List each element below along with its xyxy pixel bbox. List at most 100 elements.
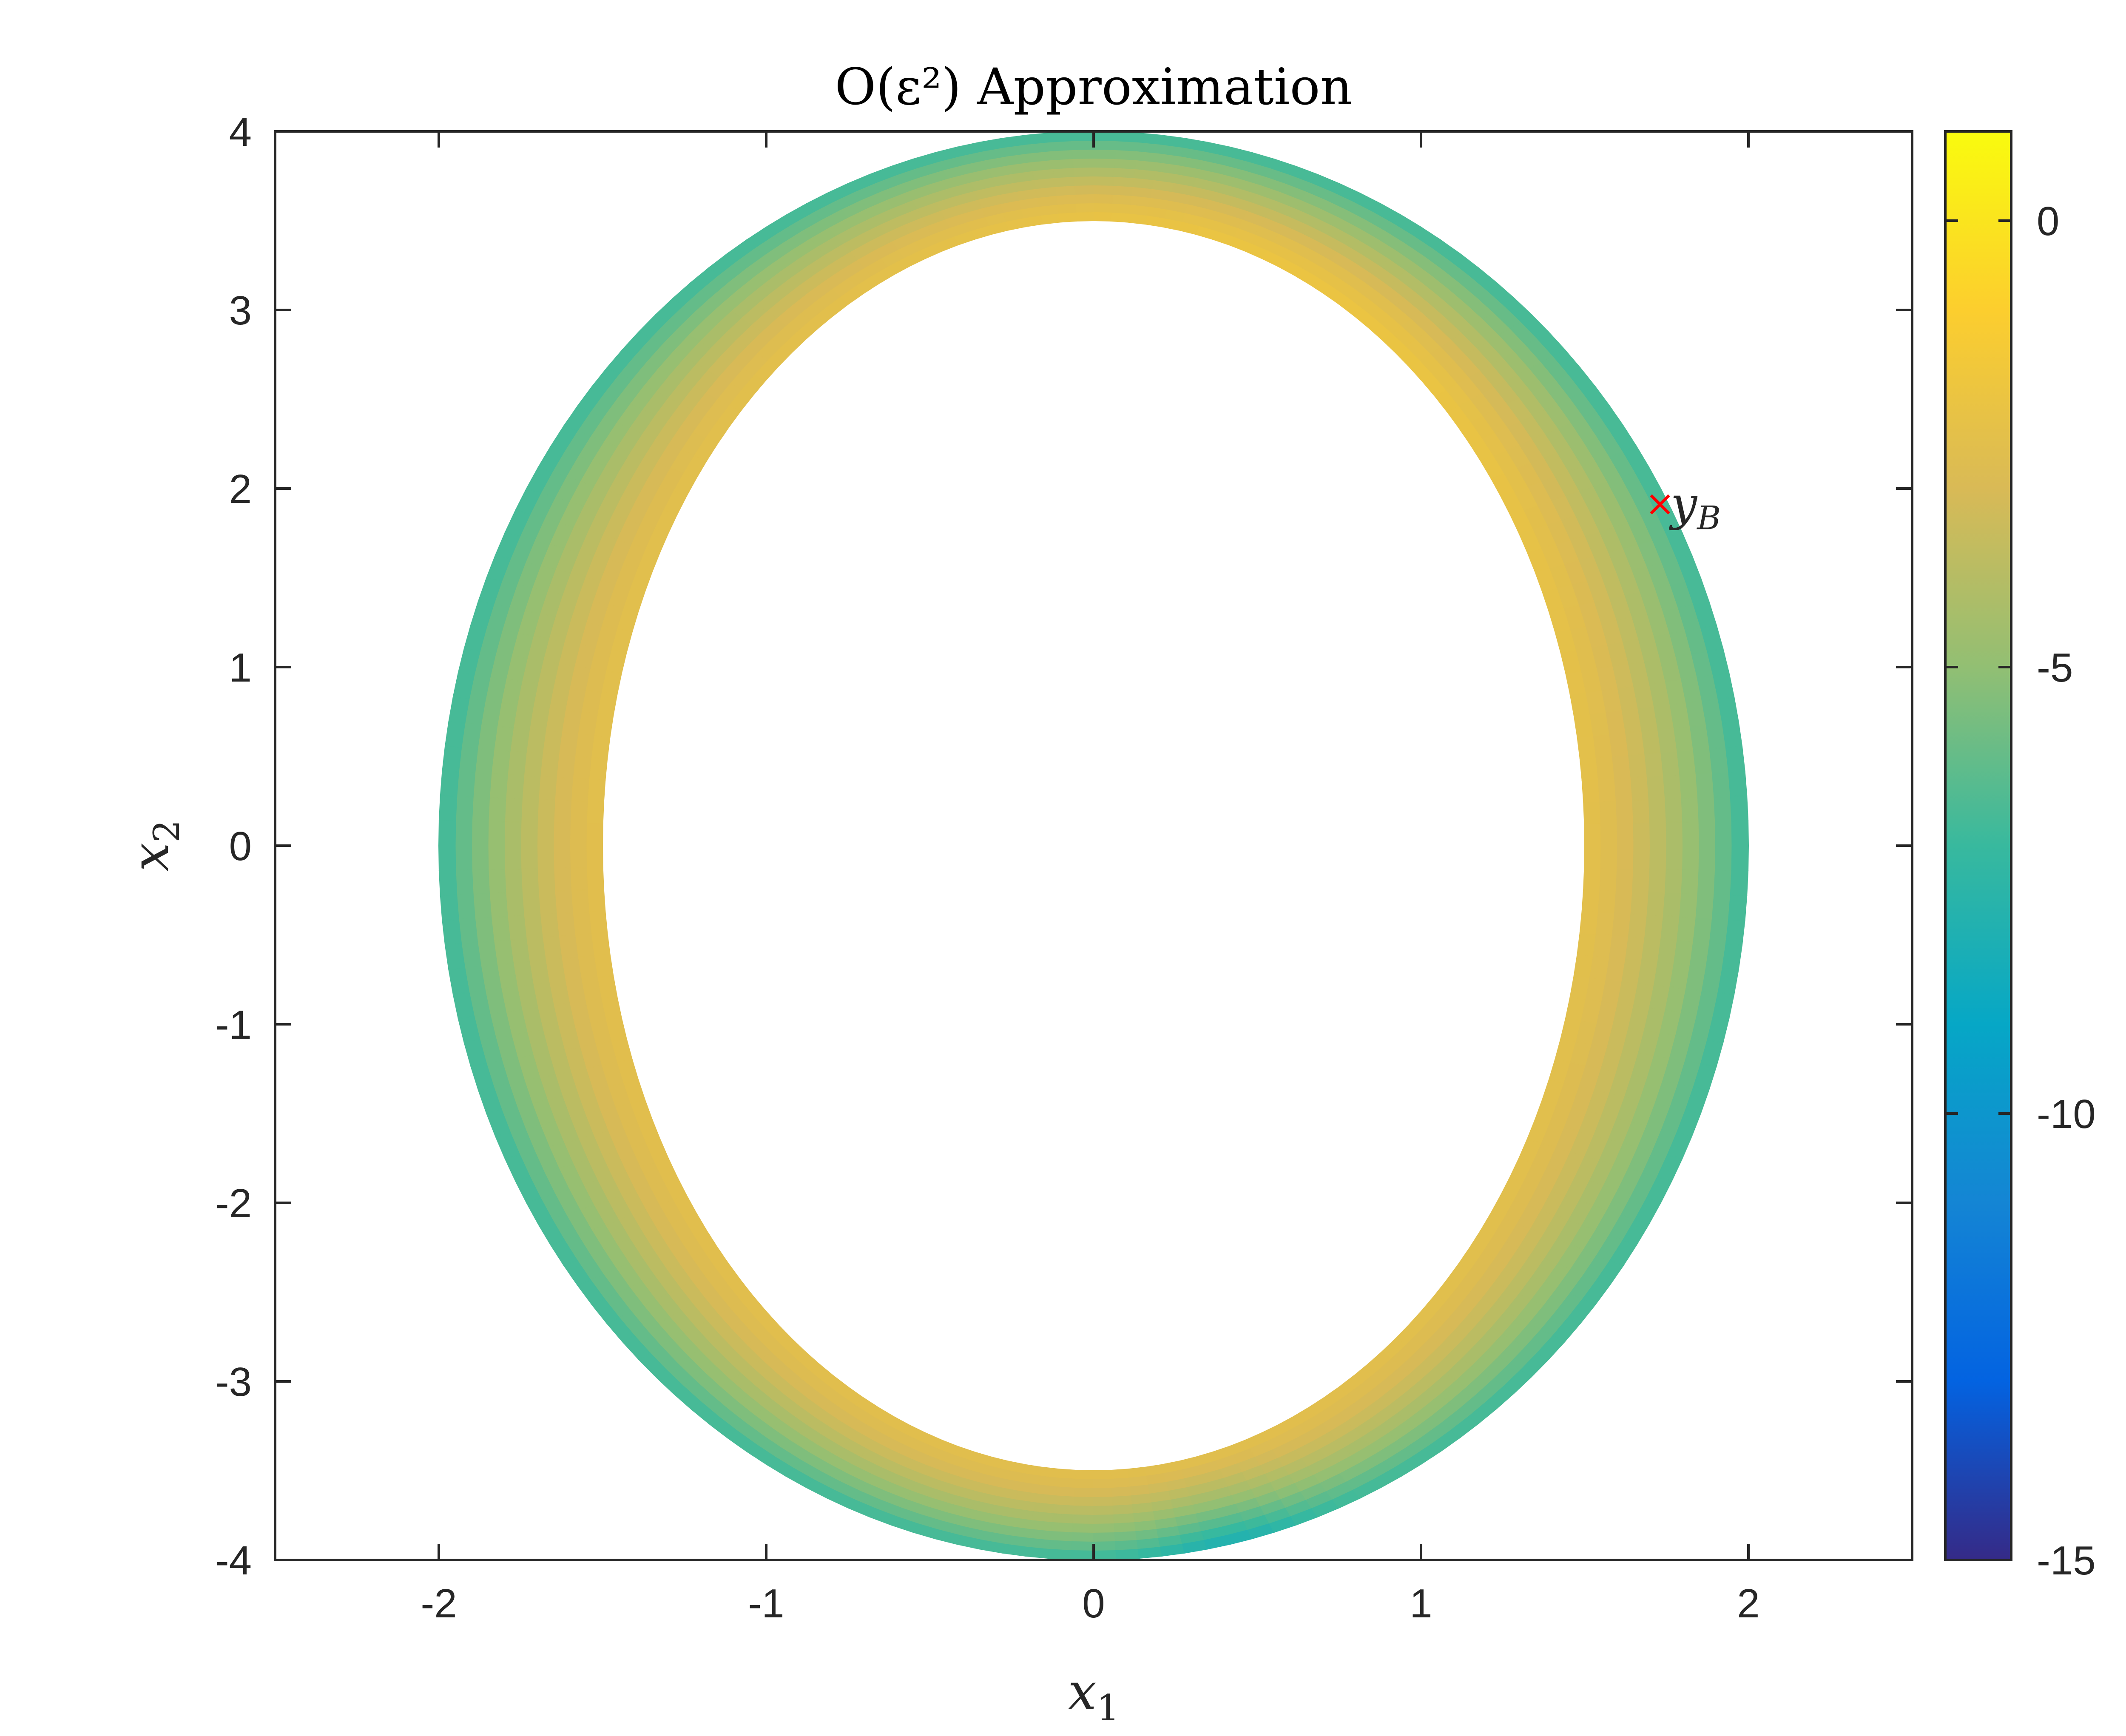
annulus-cell [1112,176,1134,187]
annulus-cell [1577,735,1597,759]
colorbar-tick-label: -15 [2037,1538,2096,1583]
annulus-cell [1115,1540,1139,1551]
annulus-cell [1597,889,1617,914]
annulus-cell [1600,845,1618,869]
annulus-cell [554,890,573,915]
annulus-cell [1113,1513,1135,1525]
x-tick-label: -2 [421,1581,457,1626]
annulus-cell [1679,892,1699,918]
annulus-cell [538,890,557,915]
annulus-cell [1054,1495,1075,1507]
annulus-cell [1597,778,1617,802]
annulus-cell [1114,158,1137,169]
annulus-cell [1714,869,1732,895]
annulus-cell [1677,916,1697,942]
annulus-cell [444,721,466,748]
annotation-marker: × [1645,483,1675,524]
annulus-cell [1644,752,1664,777]
annulus-cell [1047,1548,1072,1560]
annulus-cell [489,892,508,918]
y-axis-label: x2 [121,820,188,871]
annulus-cell [1093,139,1117,151]
annulus-cell [1630,890,1649,915]
annulus-cell [1057,211,1077,223]
annulus-cell [540,753,559,778]
annulus-cell [1074,1479,1094,1489]
annulus-cell [1725,746,1745,773]
annulus-cell [570,778,590,802]
annulus-cell [1052,1513,1074,1525]
annulus-cell [1584,845,1602,869]
annulus-cell [1612,754,1631,779]
annulus-cell [1093,1470,1112,1480]
annulus-cell [1047,131,1072,143]
annulus-cell [1053,176,1075,187]
annulus-cell [1093,1506,1114,1516]
annulus-cell [587,889,606,912]
annulus-cell [455,796,474,822]
annulus-cell [1093,1479,1113,1489]
annulus-cell [523,914,543,940]
annulus-cell [1024,133,1050,145]
annulus-cell [1599,800,1618,824]
annulus-cell [1583,867,1601,891]
annulus-cell [1682,821,1700,846]
annulus-cell [521,775,541,800]
annulus-cell [1728,894,1748,921]
annulus-cell [491,749,511,776]
annulus-cell [491,916,511,942]
annulus-cell [520,868,539,893]
annulus-cell [520,845,538,870]
annulus-cell [503,821,522,846]
annulus-cell [1649,845,1667,870]
annulus-cell [504,798,523,823]
annulus-cell [537,868,555,892]
annulus-cell [471,869,490,895]
annulus-cell [438,845,456,871]
annulus-cell [474,748,495,775]
annulus-cell [438,820,456,846]
annulus-cell [1711,894,1731,920]
colorbar-tick-label: -5 [2037,645,2073,690]
annulus-cell [458,747,478,773]
annulus-cell [1111,1477,1131,1489]
colorbar-gradient [1945,131,2011,1560]
y-tick-label: 4 [229,109,252,155]
y-tick-label: 2 [229,466,252,512]
annulus-cell [458,918,478,944]
annulus-cell [1072,157,1094,168]
annulus-cell [1711,771,1731,798]
annulus-cell [1093,1488,1113,1498]
annulus-cell [1093,148,1116,159]
y-tick-label: 3 [229,288,252,333]
colorbar-tick-label: 0 [2037,199,2059,244]
annulus-cell [1630,776,1649,801]
annulus-cell [588,910,608,935]
annulus-cell [1093,1550,1117,1561]
annulus-cell [520,821,538,846]
annulus-cell [1681,797,1700,823]
colorbar-tick-label: -10 [2037,1091,2096,1137]
annulus-cell [1112,1504,1134,1516]
annulus-cell [1666,821,1684,846]
annulus-cell [455,821,472,846]
annulus-cell [1600,823,1618,846]
annulus-cell [1093,1523,1115,1534]
annulus-cell [1073,1506,1094,1516]
annulus-cell [1024,1546,1050,1559]
annulus-cell [1115,131,1140,143]
annulus-cell [1093,184,1114,195]
annulus-cell [540,913,559,938]
annulus-cell [1110,211,1130,223]
annulus-cell [1052,167,1074,178]
annulus-cell [444,943,466,970]
annulus-cell [1632,868,1651,892]
annulus-cell [1054,185,1075,196]
annulus-cell [1581,889,1600,912]
annulus-cell [569,845,587,869]
annulus-cell [1049,1531,1073,1543]
annulus-cell [1074,1497,1094,1507]
annulus-cell [1714,796,1732,822]
annulus-cell [1093,131,1117,142]
y-tick-label: -2 [216,1181,252,1226]
